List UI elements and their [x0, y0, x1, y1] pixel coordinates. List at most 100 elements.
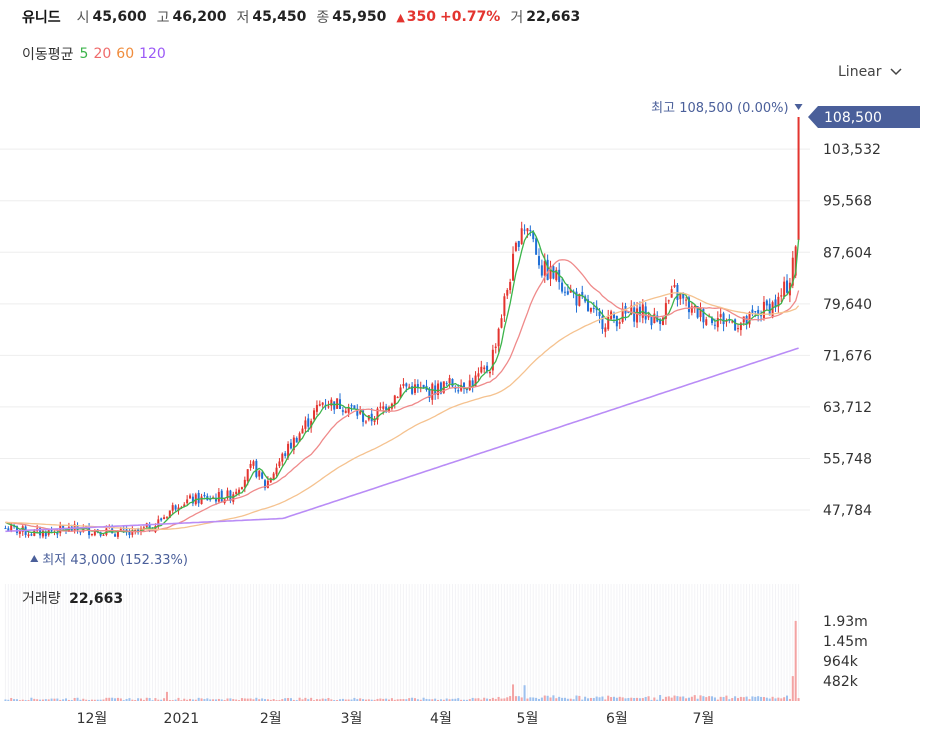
volume-bar: [638, 698, 641, 701]
volume-bar: [512, 684, 515, 701]
volume-bar: [30, 697, 33, 701]
volume-bar: [90, 699, 93, 701]
candle-body: [200, 496, 203, 505]
candle-body: [102, 534, 105, 536]
volume-bar: [794, 620, 797, 701]
volume-bar: [119, 698, 122, 701]
candle-body: [543, 261, 546, 276]
candle-body: [682, 292, 685, 299]
high-marker-icon: [794, 104, 803, 110]
volume-bar: [347, 699, 350, 701]
candle-body: [321, 402, 324, 405]
volume-bar: [382, 698, 385, 701]
candle-body: [457, 390, 460, 392]
volume-bar: [200, 698, 203, 701]
candle-body: [757, 309, 760, 315]
volume-bar: [711, 696, 714, 701]
volume-bar: [53, 698, 56, 701]
time-axis-tick-label: 12월: [77, 711, 108, 727]
candle-body: [41, 530, 44, 537]
volume-bar: [171, 700, 174, 701]
volume-bar: [324, 698, 327, 701]
candle-body: [128, 531, 131, 536]
volume-bar: [679, 696, 682, 701]
volume-bar: [486, 698, 489, 701]
candle-body: [777, 296, 780, 307]
volume-bar: [451, 698, 454, 701]
candle-body: [687, 297, 690, 313]
candle-body: [362, 410, 365, 422]
volume-bar: [411, 697, 414, 701]
candle-body: [281, 453, 284, 462]
candle-body: [266, 480, 269, 488]
candle-body: [535, 238, 538, 255]
volume-bar: [186, 699, 189, 701]
candle-body: [131, 530, 134, 535]
volume-bar: [235, 699, 238, 701]
candle-body: [191, 496, 194, 504]
candle-body: [774, 299, 777, 308]
candle-body: [359, 411, 362, 414]
volume-bar: [134, 699, 137, 701]
candle-body: [416, 384, 419, 388]
volume-bar: [408, 698, 411, 701]
candle-body: [734, 319, 737, 331]
volume-bar: [754, 696, 757, 701]
volume-bar: [460, 699, 463, 701]
candle-body: [520, 228, 523, 245]
high-price-annotation: 최고 108,500 (0.00%): [651, 101, 788, 116]
volume-bar: [393, 699, 396, 701]
ma-120-label[interactable]: 120: [139, 46, 166, 62]
candle-body: [546, 259, 549, 280]
candle-body: [62, 525, 65, 529]
ma-60-label[interactable]: 60: [116, 46, 135, 62]
volume-bar: [437, 699, 440, 701]
scale-select-value: Linear: [838, 64, 882, 80]
volume-bar: [771, 696, 774, 701]
candle-body: [347, 407, 350, 413]
candle-body: [768, 303, 771, 316]
candle-body: [284, 453, 287, 457]
time-axis-tick-label: 5월: [517, 711, 539, 727]
candle-body: [745, 316, 748, 325]
volume-bar: [748, 699, 751, 701]
volume-bar: [243, 698, 246, 701]
candle-body: [393, 395, 396, 405]
candle-body: [39, 528, 42, 536]
scale-select[interactable]: Linear: [838, 64, 902, 80]
high-label: 고: [156, 10, 170, 26]
candle-body: [794, 246, 797, 276]
volume-bar: [214, 699, 217, 701]
volume-bar: [618, 696, 621, 701]
candle-body: [50, 530, 53, 532]
volume-bar: [457, 698, 460, 701]
volume-bar: [399, 699, 402, 701]
candle-body: [448, 378, 451, 384]
volume-bar: [742, 697, 745, 701]
volume-bar: [448, 699, 451, 701]
candle-body: [157, 519, 160, 527]
ma-20-label[interactable]: 20: [93, 46, 112, 62]
ma-5-label[interactable]: 5: [79, 46, 89, 62]
volume-bar: [177, 697, 180, 701]
candle-body: [523, 229, 526, 231]
volume-bar: [462, 699, 466, 701]
volume-bar: [111, 697, 114, 701]
candle-body: [413, 384, 416, 393]
candle-body: [638, 306, 641, 316]
volume-bar: [252, 699, 255, 701]
candle-body: [468, 380, 471, 391]
candle-body: [722, 313, 725, 325]
open-label: 시: [76, 10, 90, 26]
candle-body: [644, 306, 647, 320]
candle-body: [203, 494, 206, 497]
candle-body: [90, 533, 93, 536]
candle-body: [486, 365, 489, 372]
volume-bar: [621, 697, 624, 701]
candle-body: [263, 480, 267, 489]
volume-bar: [246, 698, 249, 701]
volume-bar: [249, 698, 252, 701]
price-axis-tick-label: 71,676: [823, 348, 872, 364]
candle-body: [661, 317, 665, 326]
